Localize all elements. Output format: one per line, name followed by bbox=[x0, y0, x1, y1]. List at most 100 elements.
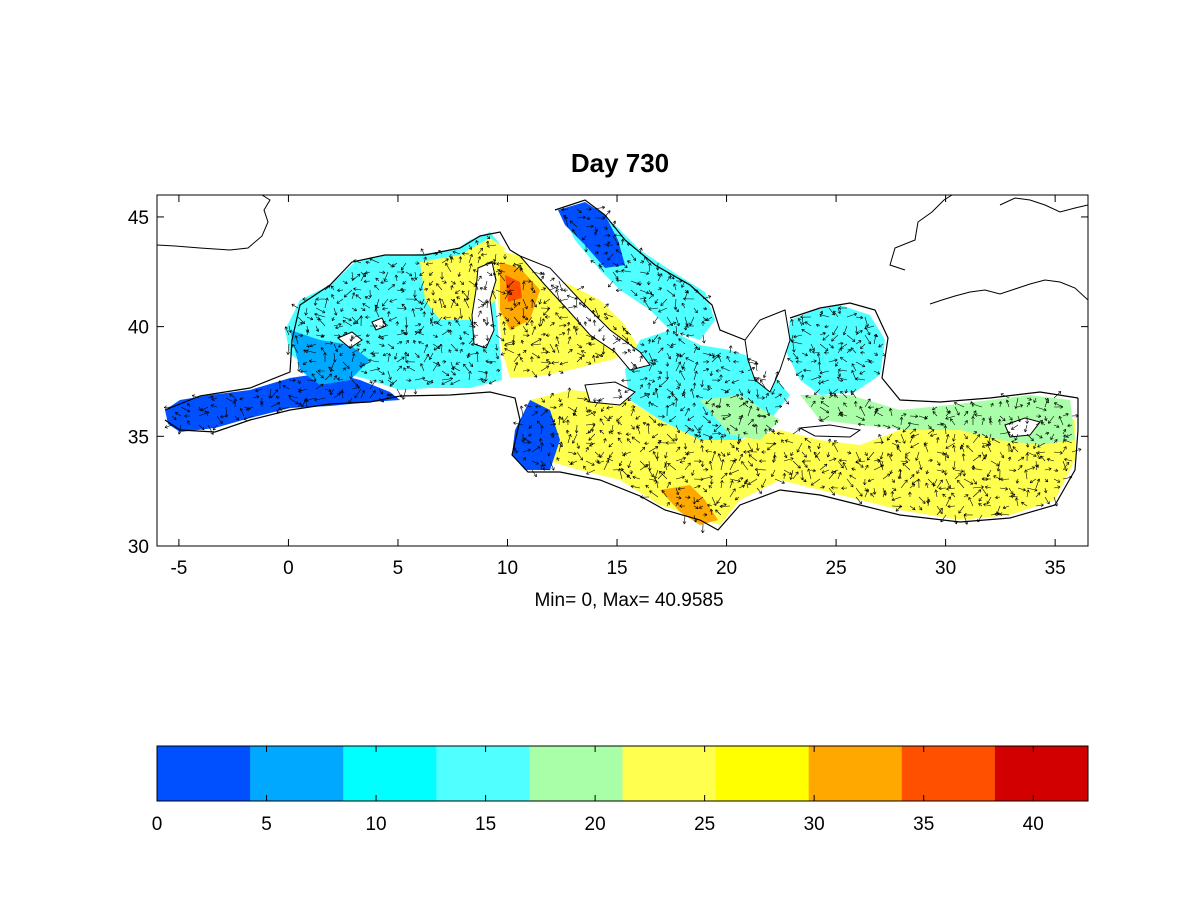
velocity-arrow bbox=[648, 262, 652, 273]
velocity-arrow bbox=[333, 322, 342, 327]
velocity-arrow bbox=[924, 415, 929, 420]
velocity-arrow bbox=[711, 403, 715, 408]
velocity-arrow bbox=[709, 370, 714, 377]
velocity-arrow bbox=[540, 275, 545, 282]
velocity-arrow bbox=[950, 418, 956, 426]
velocity-arrow bbox=[441, 359, 447, 364]
velocity-arrow bbox=[282, 385, 290, 390]
velocity-arrow bbox=[612, 395, 622, 399]
velocity-arrow bbox=[790, 318, 794, 327]
velocity-arrow bbox=[463, 331, 470, 336]
velocity-arrow bbox=[547, 451, 551, 457]
velocity-arrow bbox=[936, 507, 943, 516]
velocity-arrow bbox=[396, 306, 407, 311]
velocity-arrow bbox=[946, 487, 956, 491]
velocity-arrow bbox=[651, 433, 659, 439]
velocity-arrow bbox=[432, 252, 438, 256]
velocity-arrow bbox=[440, 271, 444, 280]
velocity-arrow bbox=[810, 343, 815, 351]
velocity-arrow bbox=[288, 394, 299, 399]
velocity-arrow bbox=[540, 425, 544, 435]
velocity-arrow bbox=[432, 334, 438, 338]
velocity-arrow bbox=[923, 443, 929, 453]
velocity-arrow bbox=[657, 370, 663, 374]
velocity-arrow bbox=[993, 475, 1001, 480]
velocity-arrow bbox=[874, 406, 884, 411]
velocity-arrow bbox=[171, 415, 177, 421]
velocity-arrow bbox=[495, 269, 501, 273]
y-tick-label: 35 bbox=[128, 427, 149, 448]
velocity-arrow bbox=[819, 313, 830, 318]
velocity-arrow bbox=[419, 280, 425, 291]
velocity-arrow bbox=[413, 289, 417, 298]
velocity-arrow bbox=[512, 442, 517, 451]
velocity-arrow bbox=[630, 363, 636, 372]
velocity-arrow bbox=[675, 353, 680, 363]
velocity-arrow bbox=[298, 388, 308, 393]
velocity-arrow bbox=[708, 460, 713, 471]
velocity-arrow bbox=[824, 350, 830, 355]
velocity-arrow bbox=[378, 324, 385, 329]
velocity-arrow bbox=[615, 249, 623, 255]
velocity-arrow bbox=[693, 477, 704, 482]
velocity-arrow bbox=[963, 514, 969, 525]
velocity-arrow bbox=[524, 403, 533, 408]
velocity-arrow bbox=[566, 321, 571, 327]
velocity-arrow bbox=[393, 352, 398, 360]
velocity-arrow bbox=[563, 288, 569, 293]
velocity-arrow bbox=[558, 397, 562, 403]
velocity-arrow bbox=[361, 361, 371, 367]
velocity-arrow bbox=[450, 379, 461, 386]
colorbar-segment bbox=[901, 746, 996, 801]
velocity-arrow bbox=[621, 334, 629, 341]
velocity-arrow bbox=[490, 323, 497, 328]
velocity-arrow bbox=[369, 379, 373, 384]
velocity-arrow bbox=[566, 419, 570, 426]
velocity-arrow bbox=[684, 424, 695, 432]
velocity-arrow bbox=[522, 316, 529, 320]
velocity-arrow bbox=[932, 411, 938, 417]
velocity-arrow bbox=[810, 400, 816, 408]
velocity-arrow bbox=[693, 434, 698, 444]
velocity-arrow bbox=[587, 424, 596, 434]
velocity-arrow bbox=[1029, 478, 1037, 484]
velocity-arrow bbox=[689, 316, 695, 326]
velocity-arrow bbox=[983, 503, 992, 507]
velocity-arrow bbox=[474, 282, 479, 291]
velocity-arrow bbox=[657, 347, 664, 354]
velocity-arrow bbox=[458, 256, 463, 264]
velocity-arrow bbox=[816, 352, 821, 363]
velocity-arrow bbox=[1058, 415, 1064, 426]
velocity-arrow bbox=[371, 351, 380, 355]
velocity-arrow bbox=[621, 269, 632, 273]
velocity-arrow bbox=[720, 366, 731, 372]
velocity-arrow bbox=[504, 316, 510, 322]
velocity-arrow bbox=[369, 324, 378, 328]
velocity-arrow bbox=[771, 469, 776, 478]
velocity-arrow bbox=[187, 420, 191, 426]
velocity-arrow bbox=[572, 325, 578, 336]
colorbar-tick-label: 35 bbox=[913, 814, 934, 835]
velocity-arrow bbox=[952, 433, 956, 442]
velocity-arrow bbox=[252, 395, 260, 399]
velocity-arrow bbox=[414, 352, 420, 358]
velocity-arrow bbox=[657, 287, 662, 291]
velocity-arrow bbox=[837, 370, 841, 377]
velocity-arrow bbox=[853, 400, 858, 408]
velocity-arrow bbox=[685, 324, 695, 328]
velocity-arrow bbox=[791, 340, 803, 345]
velocity-arrow bbox=[648, 478, 657, 482]
velocity-arrow bbox=[891, 478, 895, 483]
velocity-arrow bbox=[776, 380, 785, 390]
velocity-arrow bbox=[859, 370, 866, 375]
velocity-arrow bbox=[738, 414, 744, 426]
velocity-arrow bbox=[481, 379, 488, 383]
velocity-arrow bbox=[801, 451, 807, 458]
velocity-arrow bbox=[320, 347, 326, 354]
velocity-arrow bbox=[418, 340, 425, 345]
velocity-arrow bbox=[459, 341, 465, 346]
italy-peninsula bbox=[519, 255, 651, 371]
velocity-arrow bbox=[1024, 469, 1028, 480]
velocity-arrow bbox=[936, 505, 943, 515]
velocity-arrow bbox=[288, 378, 296, 382]
